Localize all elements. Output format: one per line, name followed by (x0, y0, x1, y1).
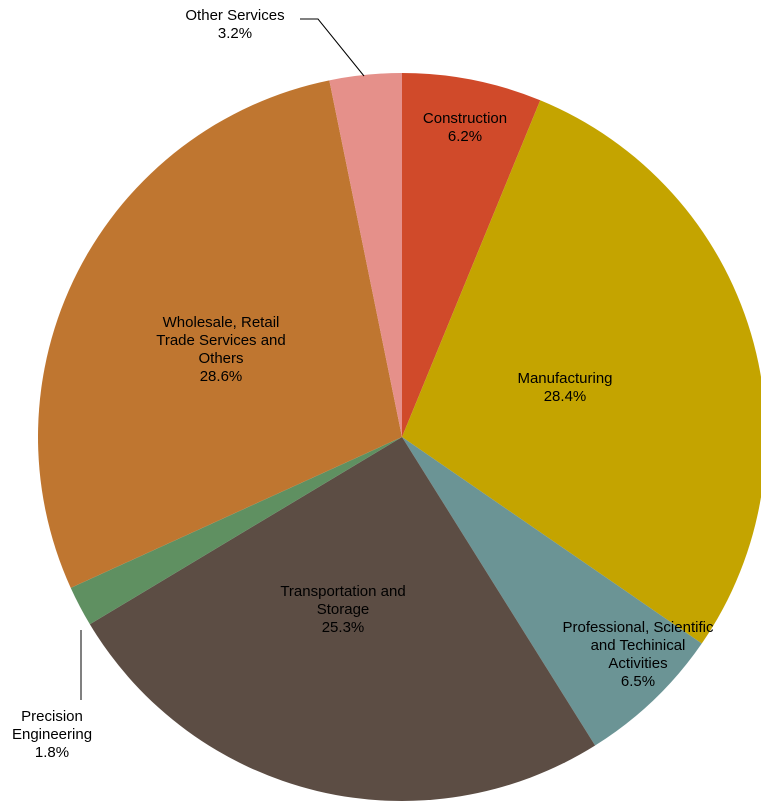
value-label: 1.8% (34, 744, 70, 761)
category-label: Wholesale, Retail Trade Services and Oth… (156, 314, 286, 367)
category-label: Manufacturing (517, 370, 613, 387)
slice-label: Manufacturing 28.4% (495, 370, 635, 406)
pie-slice (329, 73, 402, 437)
pie-slice (402, 73, 541, 437)
category-label: Construction (422, 110, 508, 127)
leader-line (300, 18, 365, 77)
pie-slice (37, 80, 402, 588)
category-label: Transportation and Storage (280, 583, 406, 618)
pie-slice (89, 437, 596, 801)
value-label: 6.2% (447, 128, 483, 145)
category-label: Other Services (185, 7, 285, 24)
slice-label: Precision Engineering 1.8% (6, 708, 98, 762)
value-label: 3.2% (217, 25, 253, 42)
slice-label: Wholesale, Retail Trade Services and Oth… (147, 314, 295, 386)
pie-slice (70, 437, 402, 625)
pie-slice (402, 100, 761, 644)
slice-label: Other Services 3.2% (160, 7, 310, 43)
category-label: Precision Engineering (11, 708, 93, 743)
category-label: Professional, Scientific and Techinical … (562, 619, 714, 672)
slice-label: Construction 6.2% (405, 110, 525, 146)
slice-label: Professional, Scientific and Techinical … (562, 619, 714, 691)
value-label: 28.4% (543, 388, 587, 405)
pie-slice (402, 437, 702, 746)
slice-label: Transportation and Storage 25.3% (273, 583, 413, 637)
value-label: 25.3% (321, 619, 365, 636)
value-label: 6.5% (620, 673, 656, 690)
value-label: 28.6% (199, 368, 243, 385)
